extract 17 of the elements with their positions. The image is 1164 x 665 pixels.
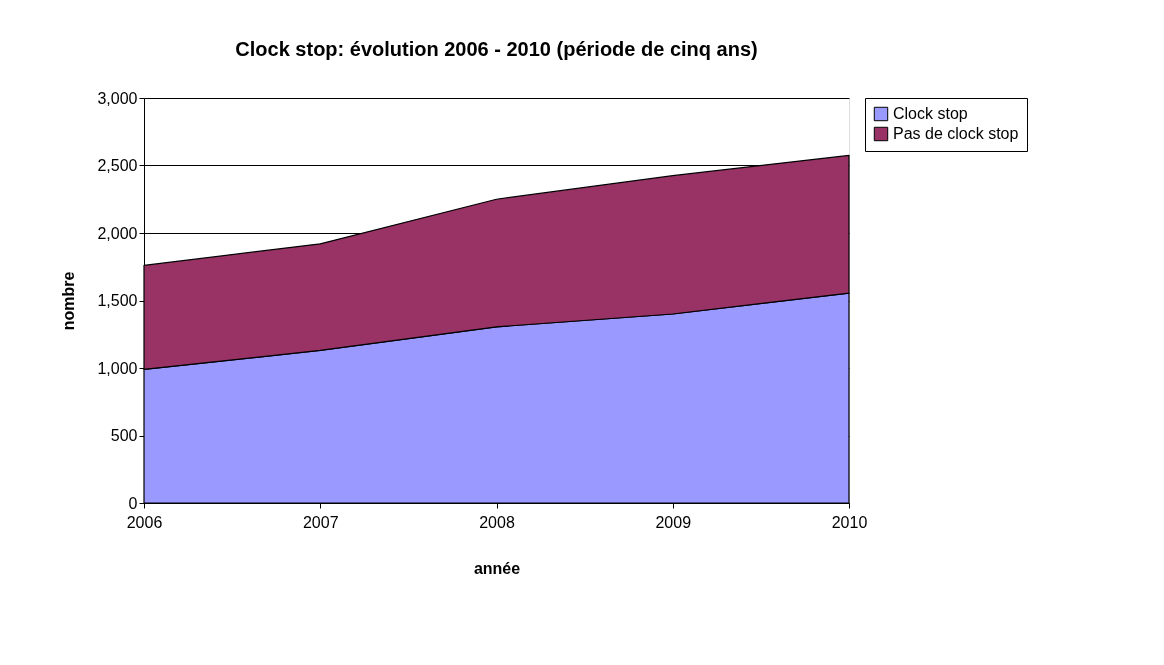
y-tick-label: 3,000 xyxy=(97,89,138,107)
x-axis-title: année xyxy=(473,559,521,577)
x-tick-label: 2009 xyxy=(655,513,692,531)
x-tick-label: 2010 xyxy=(831,513,868,531)
y-tick-label: 1,000 xyxy=(97,359,138,377)
chart-title: Clock stop: évolution 2006 - 2010 (période de cinq ans) xyxy=(235,38,758,60)
x-tick-label: 2008 xyxy=(479,513,515,531)
y-axis-title: nombre xyxy=(60,271,78,331)
y-tick-label: 2,000 xyxy=(97,224,138,242)
y-tick-label: 2,500 xyxy=(97,157,138,174)
legend-label: Clock stop xyxy=(893,105,968,122)
y-tick-label: 500 xyxy=(110,427,138,444)
x-tick-label: 2007 xyxy=(302,513,339,531)
legend-label: Pas de clock stop xyxy=(893,125,1019,142)
y-tick-label: 1,500 xyxy=(97,292,138,309)
y-tick-label: 0 xyxy=(128,494,138,512)
x-tick-label: 2006 xyxy=(126,513,163,531)
